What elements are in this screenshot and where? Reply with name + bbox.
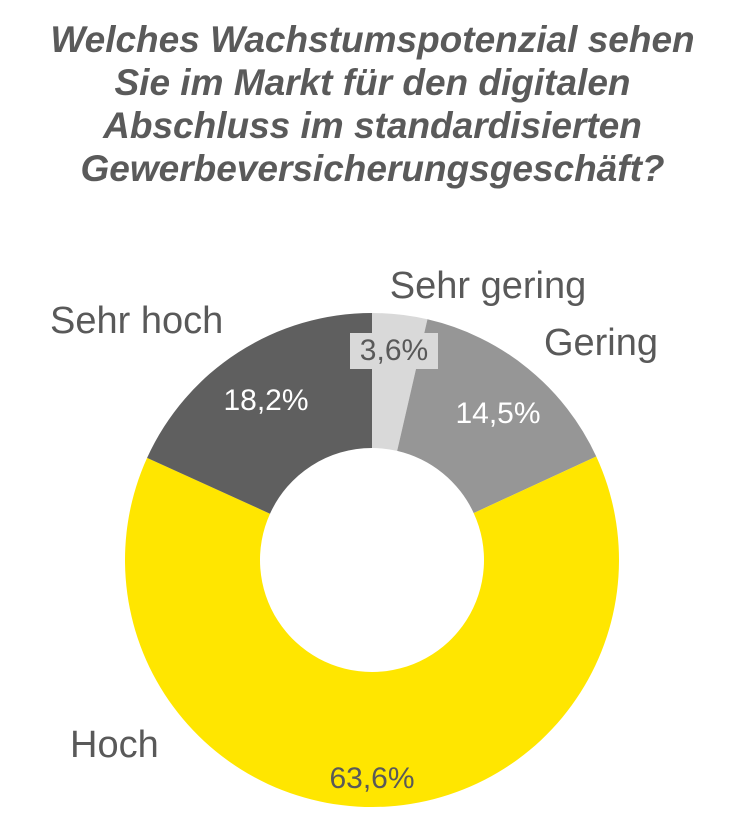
chart-title-line: Sie im Markt für den digitalen [114, 62, 631, 103]
chart-title-line: Gewerbeversicherungsgeschäft? [80, 148, 665, 189]
donut-slices [124, 313, 620, 808]
value-label-sehr-gering: 3,6% [360, 334, 428, 367]
slice-gering [397, 319, 597, 514]
slice-hoch [124, 456, 620, 808]
category-label-sehr-hoch: Sehr hoch [50, 300, 223, 342]
value-label-sehr-hoch: 18,2% [223, 384, 308, 417]
chart-title-line: Welches Wachstumspotenzial sehen [50, 19, 695, 60]
category-label-sehr-gering: Sehr gering [390, 265, 586, 307]
category-label-gering: Gering [544, 322, 658, 364]
chart-title-line: Abschluss im standardisierten [103, 105, 642, 146]
value-label-background [350, 333, 438, 369]
category-label-hoch: Hoch [70, 724, 159, 766]
value-label-hoch: 63,6% [329, 762, 414, 795]
value-label-gering: 14,5% [455, 397, 540, 430]
slice-sehr-hoch [147, 313, 372, 514]
chart-title: Welches Wachstumspotenzial sehen Sie im … [0, 18, 745, 190]
